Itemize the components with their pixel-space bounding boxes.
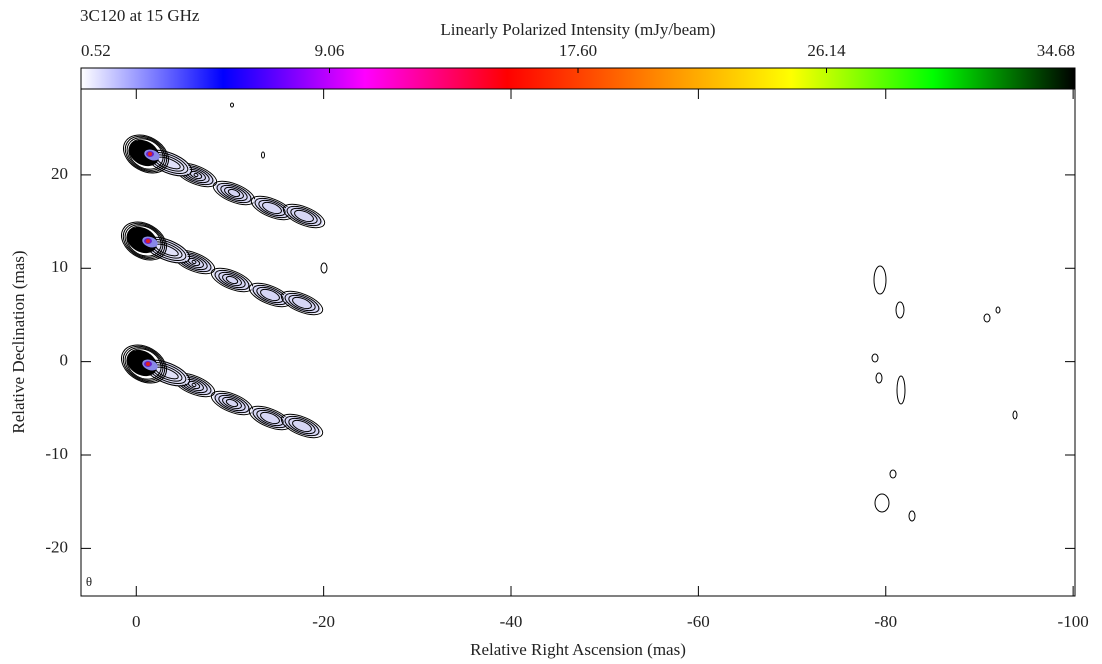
contour bbox=[224, 186, 244, 200]
colorbar-tick-label: 26.14 bbox=[807, 41, 846, 60]
contour bbox=[222, 273, 242, 287]
contour bbox=[875, 372, 883, 384]
contour bbox=[294, 209, 314, 223]
contour bbox=[121, 344, 167, 384]
contour bbox=[874, 493, 890, 513]
contour bbox=[889, 469, 897, 479]
contour bbox=[227, 188, 241, 198]
beam-label: θ bbox=[86, 574, 92, 589]
contour bbox=[121, 221, 167, 261]
chart-title: 3C120 at 15 GHz bbox=[80, 6, 200, 25]
contour bbox=[218, 394, 246, 412]
contour bbox=[216, 182, 252, 204]
contour bbox=[124, 224, 164, 258]
y-axis-label: Relative Declination (mas) bbox=[9, 250, 28, 433]
x-tick-label: -60 bbox=[687, 612, 710, 631]
contour bbox=[124, 347, 164, 381]
contour bbox=[122, 345, 166, 383]
colorbar-tick-label: 9.06 bbox=[315, 41, 345, 60]
y-tick-label: -20 bbox=[45, 537, 68, 556]
contour bbox=[286, 205, 322, 227]
contour bbox=[253, 197, 291, 219]
contour bbox=[283, 415, 321, 437]
colorbar-tick-label: 34.68 bbox=[1037, 41, 1075, 60]
contour bbox=[260, 411, 280, 425]
contour bbox=[292, 296, 312, 310]
contour bbox=[124, 135, 168, 173]
contour bbox=[873, 265, 887, 295]
contour bbox=[1012, 410, 1018, 420]
contour bbox=[280, 413, 324, 439]
contour bbox=[225, 275, 239, 285]
contour bbox=[126, 137, 166, 171]
y-tick-label: 10 bbox=[51, 257, 68, 276]
contour bbox=[260, 288, 280, 302]
contour bbox=[284, 292, 320, 314]
contour bbox=[222, 396, 242, 410]
contour bbox=[284, 415, 320, 437]
contour bbox=[214, 392, 250, 414]
contour bbox=[280, 290, 324, 316]
contour bbox=[283, 292, 321, 314]
contour bbox=[218, 271, 246, 289]
contour bbox=[251, 407, 289, 429]
contour bbox=[128, 138, 164, 170]
contour bbox=[292, 419, 312, 433]
contour bbox=[193, 172, 199, 178]
contour bbox=[320, 262, 328, 274]
contour bbox=[213, 392, 251, 414]
image bbox=[121, 102, 1018, 522]
contour bbox=[871, 353, 879, 363]
contour bbox=[225, 398, 239, 408]
contour bbox=[146, 362, 150, 366]
contour bbox=[220, 184, 248, 202]
contour bbox=[123, 134, 169, 174]
contour bbox=[290, 207, 318, 225]
contour bbox=[282, 203, 326, 229]
contour bbox=[148, 152, 152, 156]
contour bbox=[288, 294, 316, 312]
contour bbox=[261, 151, 265, 159]
contour bbox=[215, 182, 253, 204]
colorbar-tick-label: 0.52 bbox=[81, 41, 111, 60]
contour bbox=[983, 313, 991, 323]
plot-frame bbox=[80, 88, 1076, 597]
x-tick-label: -40 bbox=[500, 612, 523, 631]
contour bbox=[122, 222, 166, 260]
contour bbox=[908, 510, 916, 522]
x-tick-label: -80 bbox=[874, 612, 897, 631]
y-tick-label: -10 bbox=[45, 444, 68, 463]
colorbar-label: Linearly Polarized Intensity (mJy/beam) bbox=[440, 20, 715, 39]
contour bbox=[288, 417, 316, 435]
contour bbox=[230, 102, 234, 108]
x-tick-label: 0 bbox=[132, 612, 141, 631]
contour bbox=[895, 301, 905, 319]
contour bbox=[262, 201, 282, 215]
contour bbox=[146, 239, 150, 243]
x-axis-label: Relative Right Ascension (mas) bbox=[470, 640, 686, 659]
y-tick-label: 20 bbox=[51, 164, 68, 183]
contour bbox=[214, 269, 250, 291]
contour bbox=[285, 205, 323, 227]
x-tick-label: -20 bbox=[312, 612, 335, 631]
x-tick-label: -100 bbox=[1058, 612, 1089, 631]
contour bbox=[251, 284, 289, 306]
y-tick-label: 0 bbox=[60, 351, 69, 370]
contour bbox=[126, 225, 162, 257]
contour bbox=[191, 259, 197, 265]
contour bbox=[191, 382, 197, 388]
contour bbox=[896, 375, 906, 405]
contour bbox=[126, 348, 162, 380]
contour bbox=[995, 306, 1001, 314]
contour bbox=[213, 269, 251, 291]
colorbar-tick-label: 17.60 bbox=[559, 41, 597, 60]
